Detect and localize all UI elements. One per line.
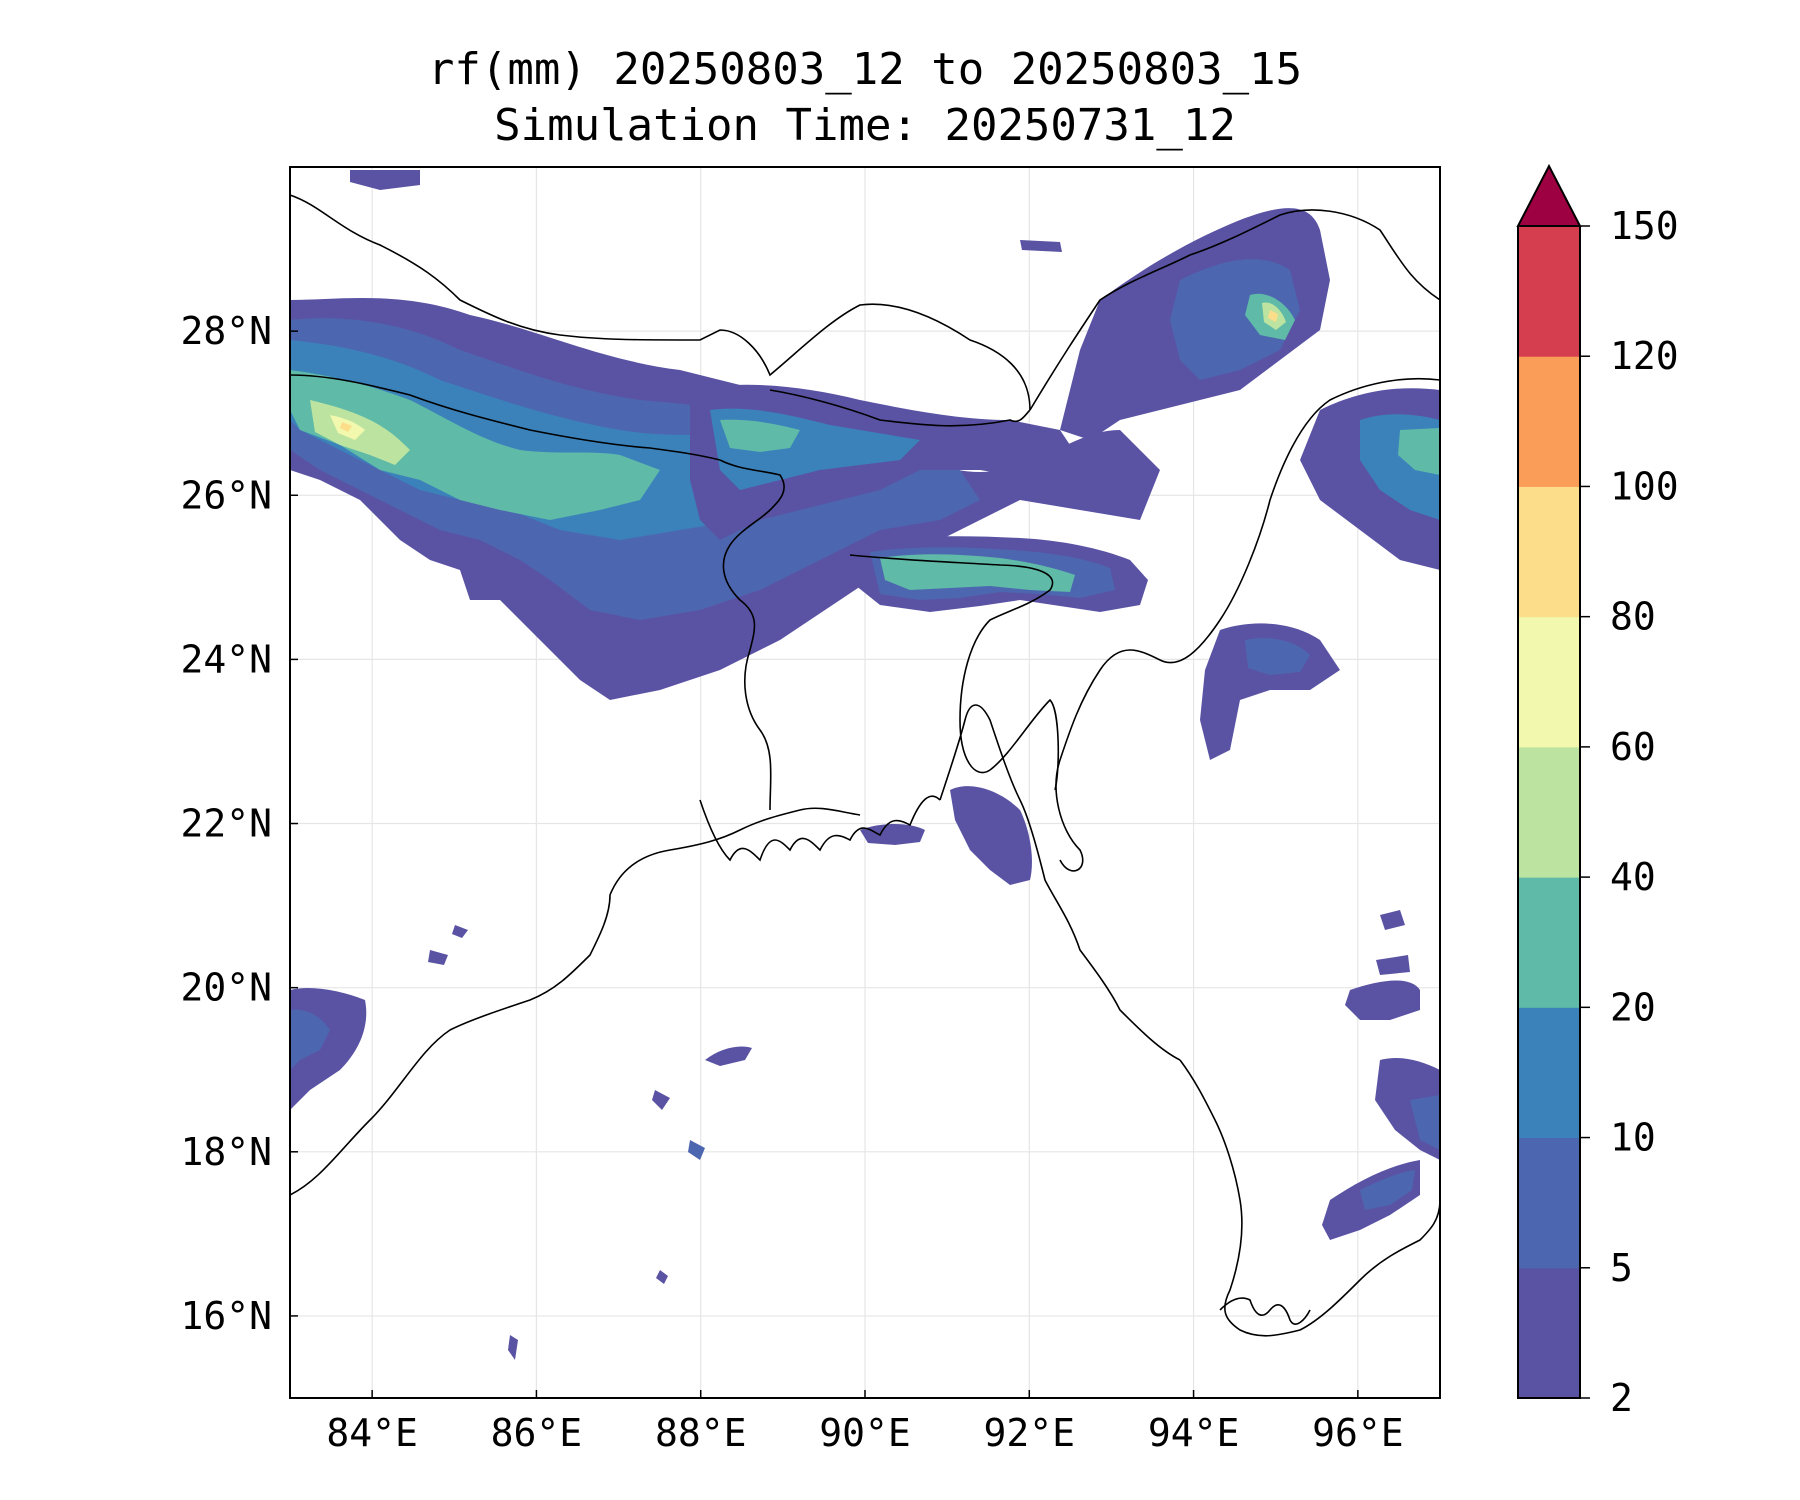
rain-region-odisha-core (290, 1009, 330, 1070)
lat-tick-label: 16°N (180, 1294, 272, 1338)
border-meghalaya-bangladesh (849, 554, 1060, 791)
lon-tick-label: 90°E (819, 1411, 911, 1455)
longitude-axis: 84°E 86°E 88°E 90°E 92°E 94°E 96°E (326, 1390, 1404, 1455)
colorbar-label: 120 (1610, 334, 1679, 378)
lon-tick-label: 88°E (655, 1411, 747, 1455)
coast-irrawaddy-delta (1219, 1297, 1311, 1325)
rain-region-bhutan-heavy (720, 419, 800, 452)
rain-cell-10 (1020, 240, 1062, 252)
lat-tick-label: 26°N (180, 473, 272, 517)
coastlines-and-borders (290, 194, 1440, 1337)
rain-cell-7 (656, 1270, 668, 1284)
rain-region-upper-myanmar-heavy (1398, 428, 1440, 475)
latitude-axis: 16°N 18°N 20°N 22°N 24°N 26°N 28°N (180, 309, 298, 1338)
rain-region-meghalaya-heavy (880, 554, 1075, 592)
colorbar-label: 40 (1610, 855, 1656, 899)
colorbar-label: 5 (1610, 1246, 1633, 1290)
lon-tick-label: 84°E (326, 1411, 418, 1455)
colorbar-label: 150 (1610, 204, 1679, 248)
colorbar-segment (1518, 356, 1580, 487)
border-west-bengal-bangladesh (719, 459, 785, 811)
rain-cell-5 (452, 925, 468, 938)
border-arunachal (1029, 209, 1440, 411)
colorbar-segment (1518, 226, 1580, 357)
rain-cell-9 (1376, 955, 1410, 975)
lon-tick-label: 96°E (1312, 1411, 1404, 1455)
lat-tick-label: 24°N (180, 637, 272, 681)
lat-tick-label: 28°N (180, 309, 272, 353)
coast-bay-west (290, 807, 861, 1196)
colorbar-label: 100 (1610, 464, 1679, 508)
border-nepal-south (290, 374, 721, 461)
rain-region-rakhine-upper (1345, 980, 1420, 1020)
colorbar-label: 60 (1610, 725, 1656, 769)
coast-bangladesh-east (939, 704, 1181, 1061)
rain-region-sundarbans (860, 824, 925, 845)
lat-tick-label: 20°N (180, 966, 272, 1010)
rain-cell-6 (508, 1335, 518, 1360)
colorbar-segment (1518, 616, 1580, 748)
rain-region-arunachal-core (1170, 259, 1300, 380)
lat-tick-label: 22°N (180, 802, 272, 846)
colorbar-label: 20 (1610, 985, 1656, 1029)
colorbar-segment (1518, 1267, 1580, 1399)
border-nepal-north (290, 194, 1031, 411)
rain-cell-4 (428, 950, 448, 965)
coast-sundarbans (699, 795, 941, 862)
rain-region-nepal-max2 (340, 422, 352, 432)
colorbar-extend-arrow (1516, 163, 1582, 227)
colorbar-segment (1518, 1137, 1580, 1269)
colorbar-label: 2 (1610, 1376, 1633, 1420)
rain-region-manipur-core (1245, 638, 1310, 675)
colorbar-label: 10 (1610, 1116, 1656, 1160)
rain-region-rakhine-south-core (1360, 1170, 1415, 1210)
lon-tick-label: 86°E (491, 1411, 583, 1455)
lat-tick-label: 18°N (180, 1130, 272, 1174)
colorbar: 2 5 10 20 40 60 80 100 120 150 (1516, 163, 1679, 1420)
colorbar-outline (1517, 226, 1581, 1399)
colorbar-segment (1518, 1007, 1580, 1139)
border-bhutan (769, 389, 1031, 427)
title-line-2: Simulation Time: 20250731_12 (494, 100, 1236, 151)
rain-cell-8 (1380, 910, 1405, 930)
colorbar-label: 80 (1610, 595, 1656, 639)
colorbar-segment (1518, 486, 1580, 618)
rainfall-field (290, 170, 1440, 1360)
chart-title: rf(mm) 20250803_12 to 20250803_15 Simula… (290, 42, 1440, 154)
lon-tick-label: 94°E (1148, 1411, 1240, 1455)
rain-region-nepal-heavy (290, 370, 660, 520)
rain-cell-2 (688, 1140, 705, 1160)
rain-cell-11 (350, 170, 420, 190)
rain-region-rakhine-mid-core (1410, 1095, 1440, 1150)
coast-rakhine (1179, 1059, 1440, 1337)
rain-region-chittagong (950, 786, 1032, 885)
rain-cell-1 (705, 1046, 752, 1066)
rain-region-arunachal-max (1268, 310, 1278, 322)
border-assam-myanmar (1055, 377, 1440, 872)
title-line-1: rf(mm) 20250803_12 to 20250803_15 (427, 44, 1303, 95)
colorbar-segment (1518, 877, 1580, 1008)
rain-cell-3 (652, 1090, 670, 1110)
colorbar-segment (1518, 746, 1580, 878)
lon-tick-label: 92°E (984, 1411, 1076, 1455)
